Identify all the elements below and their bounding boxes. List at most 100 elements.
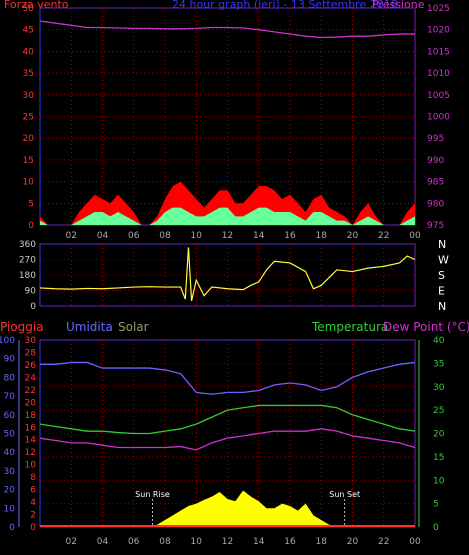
panel1-x-tick: 14: [253, 231, 265, 241]
solar-label: Solar: [118, 320, 149, 334]
rain-tick: 12: [25, 448, 36, 458]
rain-tick: 28: [25, 348, 37, 358]
panel3-x-tick: 08: [159, 537, 171, 547]
panel3-x-tick: 06: [128, 537, 140, 547]
panel2-tick: 90: [25, 287, 37, 297]
panel3-x-tick: 02: [66, 537, 77, 547]
temperature-tick: 5: [433, 500, 439, 510]
temperature-tick: 35: [433, 359, 444, 369]
panel1-right-tick: 995: [427, 134, 444, 144]
humidity-tick: 20: [4, 486, 16, 496]
rain-tick: 30: [25, 336, 37, 346]
wind-dir-letter: S: [438, 269, 445, 282]
panel1-right-tick: 1010: [427, 69, 450, 79]
panel1-right-tick: 990: [427, 156, 444, 166]
humidity-tick: 70: [4, 392, 16, 402]
panel1-x-tick: 20: [347, 231, 359, 241]
pressure-label: Pressione: [372, 0, 425, 11]
panel1-right-tick: 1025: [427, 4, 450, 14]
panel1-left-tick: 20: [23, 134, 35, 144]
humidity-label: Umidita: [66, 320, 113, 334]
humidity-tick: 0: [9, 523, 15, 533]
humidity-tick: 40: [4, 448, 16, 458]
panel1-left-tick: 25: [23, 113, 34, 123]
wind-dir-letter: W: [438, 254, 449, 267]
panel1-left-tick: 30: [23, 91, 35, 101]
humidity-tick: 50: [4, 430, 16, 440]
temperature-tick: 40: [433, 336, 445, 346]
humidity-line: [40, 361, 416, 395]
panel1-x-tick: 06: [128, 231, 140, 241]
wind-dir-letter: E: [438, 285, 445, 298]
panel1-left-tick: 0: [28, 221, 34, 231]
panel3-x-tick: 12: [222, 537, 233, 547]
panel1-x-tick: 02: [66, 231, 77, 241]
panel1-right-tick: 1005: [427, 91, 450, 101]
temperature-tick: 30: [433, 383, 445, 393]
panel1-left-tick: 50: [23, 4, 35, 14]
wind-dir-letter: N: [438, 300, 446, 313]
panel1-x-tick: 08: [159, 231, 171, 241]
wind-average-area: [40, 207, 415, 225]
wind-force-label: Forza vento: [4, 0, 69, 11]
panel3-x-tick: 22: [378, 537, 389, 547]
panel1-x-tick: 12: [222, 231, 233, 241]
temperature-tick: 10: [433, 476, 445, 486]
rain-tick: 2: [30, 511, 36, 521]
rain-tick: 0: [30, 523, 36, 533]
wind-direction-line: [39, 247, 416, 301]
temperature-tick: 25: [433, 406, 444, 416]
sunset-label: Sun Set: [329, 490, 360, 499]
panel3-x-tick: 04: [97, 537, 109, 547]
rain-tick: 26: [25, 361, 37, 371]
rain-label: Pioggia: [0, 320, 44, 334]
dewpoint-line: [39, 428, 416, 451]
panel1-left-tick: 35: [23, 69, 34, 79]
rain-tick: 20: [25, 398, 37, 408]
panel1-x-tick: 16: [284, 231, 296, 241]
rain-tick: 6: [30, 486, 36, 496]
humidity-tick: 100: [0, 336, 15, 346]
panel1-left-tick: 45: [23, 26, 34, 36]
solar-area: [149, 490, 337, 527]
rain-tick: 10: [25, 461, 37, 471]
rain-tick: 4: [30, 498, 36, 508]
panel1-right-tick: 1020: [427, 26, 450, 36]
panel1-right-tick: 1000: [427, 113, 450, 123]
humidity-tick: 90: [4, 355, 16, 365]
panel1-x-tick: 18: [316, 231, 328, 241]
panel2-tick: 180: [19, 271, 36, 281]
humidity-tick: 60: [4, 411, 16, 421]
humidity-tick: 10: [4, 504, 16, 514]
panel1-x-tick: 00: [409, 231, 421, 241]
rain-tick: 18: [25, 411, 37, 421]
panel3-x-tick: 10: [191, 537, 203, 547]
humidity-tick: 80: [4, 373, 16, 383]
panel1-left-tick: 40: [23, 47, 35, 57]
rain-tick: 8: [30, 473, 36, 483]
panel2-tick: 360: [19, 240, 36, 250]
humidity-tick: 30: [4, 467, 16, 477]
sunrise-label: Sun Rise: [135, 490, 170, 499]
panel1-x-tick: 22: [378, 231, 389, 241]
wind-dir-letter: N: [438, 238, 446, 251]
graph-title: 24 hour graph (ieri) - 13 Settembre 2018: [172, 0, 398, 11]
panel1-left-tick: 10: [23, 178, 35, 188]
panel3-x-tick: 18: [316, 537, 328, 547]
panel1-left-tick: 15: [23, 156, 34, 166]
panel2-tick: 0: [30, 302, 36, 312]
panel1-right-tick: 1015: [427, 47, 450, 57]
temperature-tick: 15: [433, 453, 444, 463]
temperature-tick: 20: [433, 430, 445, 440]
temperature-line: [39, 404, 416, 435]
panel3-x-tick: 00: [409, 537, 421, 547]
panel1-left-tick: 5: [28, 199, 34, 209]
panel3-x-tick: 20: [347, 537, 359, 547]
temperature-label: Temperatura: [312, 320, 389, 334]
panel1-right-tick: 985: [427, 178, 444, 188]
rain-tick: 16: [25, 423, 37, 433]
rain-tick: 24: [25, 373, 37, 383]
panel1-x-tick: 10: [191, 231, 203, 241]
